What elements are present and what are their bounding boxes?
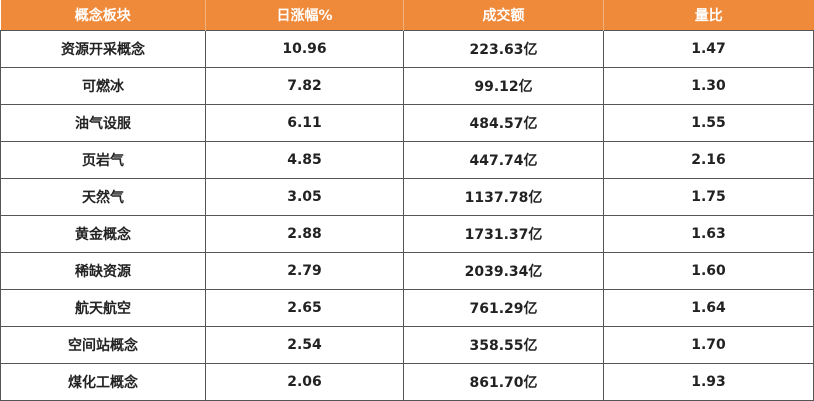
table-cell: 2.65: [205, 289, 404, 327]
table-cell: 2.16: [603, 141, 814, 179]
table-cell: 861.70亿: [403, 363, 604, 401]
table-cell: 航天航空: [0, 289, 206, 327]
table-row: 油气设服 6.11 484.57亿 1.55: [0, 104, 814, 142]
table-cell: 1.30: [603, 67, 814, 105]
table-cell: 7.82: [205, 67, 404, 105]
table-row: 天然气 3.05 1137.78亿 1.75: [0, 178, 814, 216]
table-cell: 761.29亿: [403, 289, 604, 327]
header-row: 概念板块 日涨幅% 成交额 量比: [0, 0, 814, 31]
table-cell: 447.74亿: [403, 141, 604, 179]
table-cell: 1.60: [603, 252, 814, 290]
table-cell: 1.93: [603, 363, 814, 401]
table-row: 空间站概念 2.54 358.55亿 1.70: [0, 326, 814, 364]
table-cell: 页岩气: [0, 141, 206, 179]
table-row: 稀缺资源 2.79 2039.34亿 1.60: [0, 252, 814, 290]
table-cell: 1.55: [603, 104, 814, 142]
table-row: 页岩气 4.85 447.74亿 2.16: [0, 141, 814, 179]
table-cell: 6.11: [205, 104, 404, 142]
table-row: 航天航空 2.65 761.29亿 1.64: [0, 289, 814, 327]
header-cell: 成交额: [403, 0, 604, 31]
table-cell: 稀缺资源: [0, 252, 206, 290]
header-cell: 概念板块: [0, 0, 206, 31]
header-cell: 日涨幅%: [205, 0, 404, 31]
table-cell: 223.63亿: [403, 30, 604, 68]
table-row: 煤化工概念 2.06 861.70亿 1.93: [0, 363, 814, 401]
table-cell: 1.64: [603, 289, 814, 327]
table-cell: 2.79: [205, 252, 404, 290]
table-row: 可燃冰 7.82 99.12亿 1.30: [0, 67, 814, 105]
table-cell: 99.12亿: [403, 67, 604, 105]
table-cell: 1.47: [603, 30, 814, 68]
table-cell: 煤化工概念: [0, 363, 206, 401]
table-cell: 空间站概念: [0, 326, 206, 364]
table-cell: 可燃冰: [0, 67, 206, 105]
table-cell: 天然气: [0, 178, 206, 216]
table-row: 黄金概念 2.88 1731.37亿 1.63: [0, 215, 814, 253]
table-body: 资源开采概念 10.96 223.63亿 1.47 可燃冰 7.82 99.12亿 1.30 油…: [0, 30, 814, 401]
table-cell: 资源开采概念: [0, 30, 206, 68]
table-cell: 4.85: [205, 141, 404, 179]
header-cell: 量比: [603, 0, 814, 31]
table-cell: 1137.78亿: [403, 178, 604, 216]
table-cell: 2.88: [205, 215, 404, 253]
table-cell: 1.75: [603, 178, 814, 216]
table-cell: 484.57亿: [403, 104, 604, 142]
table-cell: 2039.34亿: [403, 252, 604, 290]
table-cell: 358.55亿: [403, 326, 604, 364]
table-row: 资源开采概念 10.96 223.63亿 1.47: [0, 30, 814, 68]
table-cell: 1.63: [603, 215, 814, 253]
table-cell: 2.54: [205, 326, 404, 364]
table-cell: 黄金概念: [0, 215, 206, 253]
table-cell: 3.05: [205, 178, 404, 216]
table-cell: 2.06: [205, 363, 404, 401]
table-cell: 油气设服: [0, 104, 206, 142]
table-cell: 1731.37亿: [403, 215, 604, 253]
table-cell: 1.70: [603, 326, 814, 364]
table-cell: 10.96: [205, 30, 404, 68]
